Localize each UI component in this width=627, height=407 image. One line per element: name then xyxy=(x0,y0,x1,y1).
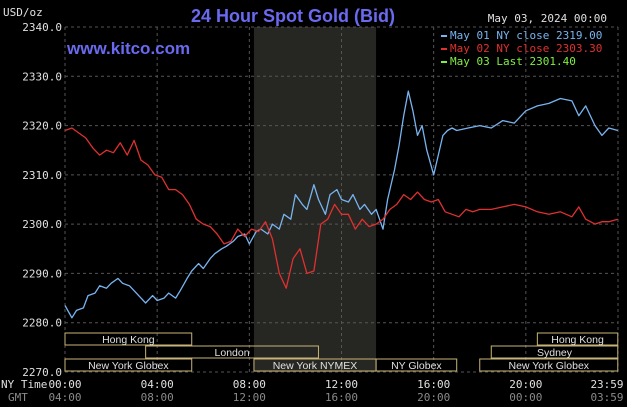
legend-label: May 03 Last 2301.40 xyxy=(450,55,576,68)
ny-tick-label: 04:00 xyxy=(141,378,174,391)
series-line-1 xyxy=(64,90,618,319)
market-label: New York Globex xyxy=(88,360,169,372)
y-tick-label: 2340.0 xyxy=(22,21,62,34)
market-label: New York Globex xyxy=(508,360,589,372)
nymex-shaded-band xyxy=(253,27,377,372)
market-label: Hong Kong xyxy=(102,334,155,346)
chart-title: 24 Hour Spot Gold (Bid) xyxy=(191,6,395,26)
market-label: Hong Kong xyxy=(551,334,604,346)
y-unit-label: USD/oz xyxy=(3,6,43,19)
market-bar xyxy=(375,358,458,372)
legend-swatch xyxy=(441,48,447,50)
market-bar xyxy=(479,358,619,372)
ny-tick-label: 16:00 xyxy=(417,378,450,391)
y-tick-label: 2320.0 xyxy=(22,120,62,133)
market-bar xyxy=(490,345,619,359)
series-line-2 xyxy=(64,127,618,289)
y-tick-label: 2300.0 xyxy=(22,218,62,231)
legend-label: May 01 NY close 2319.00 xyxy=(450,29,602,42)
legend-swatch xyxy=(441,61,447,63)
market-bar xyxy=(64,358,193,372)
ny-time-label: NY Time xyxy=(1,378,47,391)
chart-date: May 03, 2024 00:00 xyxy=(488,12,607,25)
legend-swatch xyxy=(441,35,447,37)
gmt-tick-label: 16:00 xyxy=(325,391,358,404)
market-label: Sydney xyxy=(537,347,573,359)
ny-tick-label: 23:59 xyxy=(590,378,623,391)
y-tick-label: 2310.0 xyxy=(22,169,62,182)
y-tick-label: 2290.0 xyxy=(22,267,62,280)
market-label: New York NYMEX xyxy=(273,360,358,372)
ny-tick-label: 00:00 xyxy=(48,378,81,391)
ny-tick-label: 12:00 xyxy=(325,378,358,391)
gmt-tick-label: 04:00 xyxy=(48,391,81,404)
gmt-tick-label: 12:00 xyxy=(233,391,266,404)
site-label: www.kitco.com xyxy=(66,39,190,58)
market-label: London xyxy=(215,347,250,359)
market-bar xyxy=(64,332,193,346)
gmt-tick-label: 03:59 xyxy=(590,391,623,404)
gmt-tick-label: 00:00 xyxy=(509,391,542,404)
gmt-label: GMT xyxy=(8,391,28,404)
gmt-tick-label: 08:00 xyxy=(141,391,174,404)
market-label: NY Globex xyxy=(391,360,442,372)
market-bar xyxy=(145,345,319,359)
ny-tick-label: 20:00 xyxy=(509,378,542,391)
gmt-tick-label: 20:00 xyxy=(417,391,450,404)
y-tick-label: 2280.0 xyxy=(22,317,62,330)
legend-label: May 02 NY close 2303.30 xyxy=(450,42,602,55)
y-tick-label: 2330.0 xyxy=(22,70,62,83)
market-bar xyxy=(536,332,619,346)
y-tick-label: 2270.0 xyxy=(22,366,62,379)
ny-tick-label: 08:00 xyxy=(233,378,266,391)
